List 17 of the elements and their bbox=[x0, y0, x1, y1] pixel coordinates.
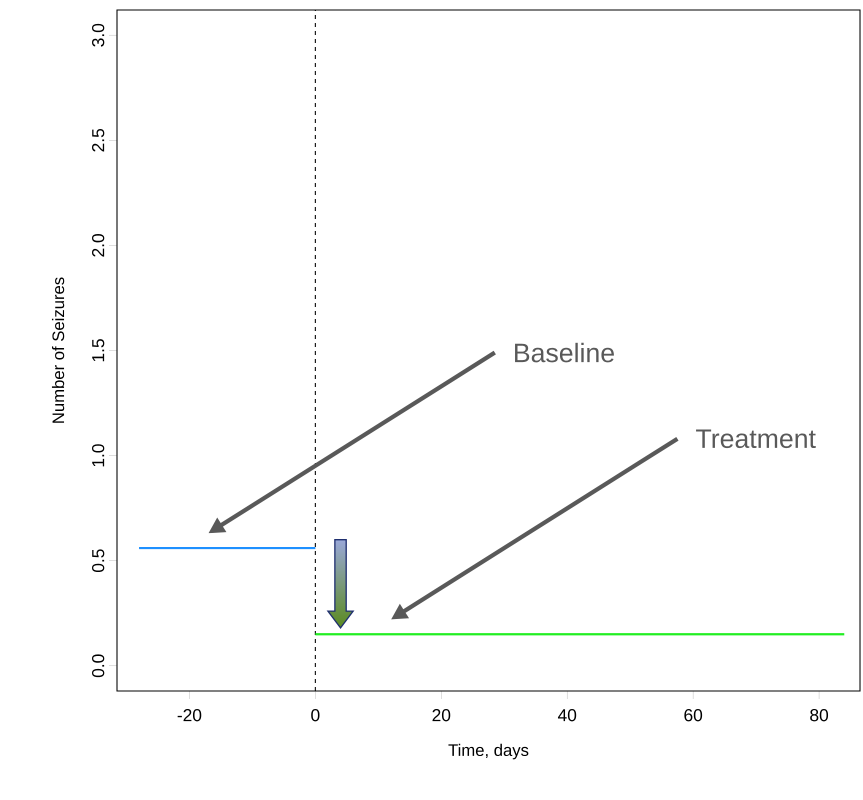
y-tick-label: 2.5 bbox=[92, 128, 104, 152]
x-axis-title: Time, days bbox=[448, 744, 528, 760]
x-tick-label: 0 bbox=[311, 709, 320, 722]
x-tick-label: 60 bbox=[684, 709, 702, 722]
y-tick-label: 3.0 bbox=[92, 24, 104, 47]
annotation: Treatment bbox=[696, 429, 816, 448]
y-tick-label: 1.5 bbox=[92, 339, 104, 362]
x-tick-label: 40 bbox=[558, 709, 576, 722]
y-axis-title: Number of Seizures bbox=[52, 277, 64, 423]
y-tick-label: 2.0 bbox=[92, 234, 104, 257]
y-tick-label: 0.0 bbox=[92, 654, 104, 678]
x-tick-label: 20 bbox=[432, 709, 450, 722]
annotation: Baseline bbox=[515, 342, 614, 362]
x-tick-label: -20 bbox=[178, 709, 202, 722]
y-tick-label: 1.0 bbox=[92, 444, 104, 466]
y-tick-label: 0.5 bbox=[92, 549, 104, 572]
x-tick-label: 80 bbox=[810, 709, 828, 722]
